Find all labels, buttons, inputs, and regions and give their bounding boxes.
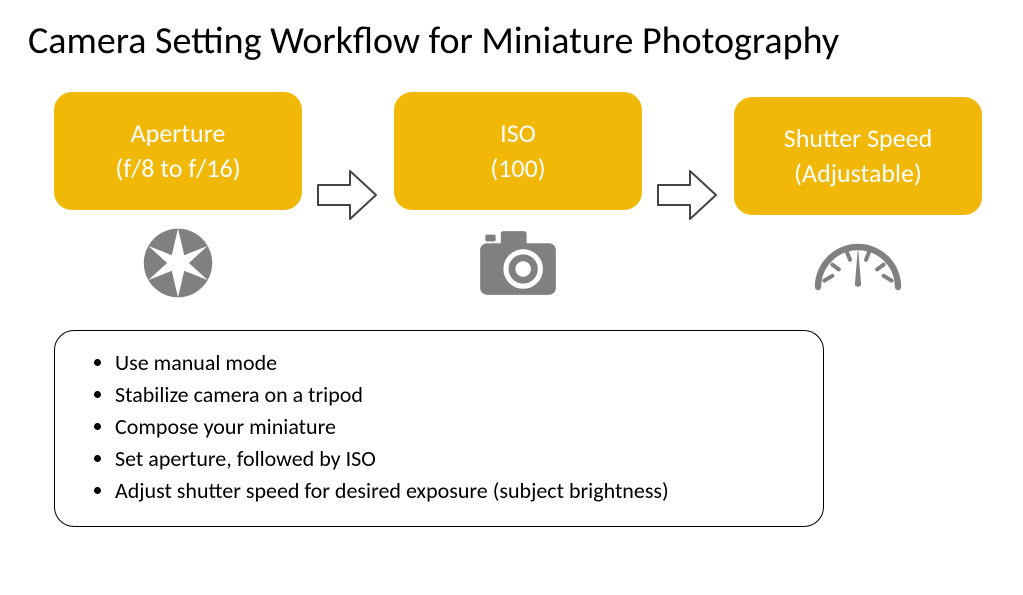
list-item: Compose your miniature	[115, 411, 789, 443]
list-item: Stabilize camera on a tripod	[115, 379, 789, 411]
card-title: Aperture	[131, 116, 226, 151]
arrow-icon	[316, 167, 380, 228]
workflow-row: Aperture (f/8 to f/16) I	[54, 92, 995, 302]
step-shutter: Shutter Speed (Adjustable)	[734, 97, 982, 297]
card-aperture: Aperture (f/8 to f/16)	[54, 92, 302, 210]
card-iso: ISO (100)	[394, 92, 642, 210]
step-aperture: Aperture (f/8 to f/16)	[54, 92, 302, 302]
tips-list: Use manual mode Stabilize camera on a tr…	[89, 347, 789, 506]
card-title: Shutter Speed	[784, 121, 933, 156]
list-item: Adjust shutter speed for desired exposur…	[115, 475, 789, 507]
list-item: Use manual mode	[115, 347, 789, 379]
camera-icon	[475, 224, 561, 302]
arrow-icon	[656, 167, 720, 228]
list-item: Set aperture, followed by ISO	[115, 443, 789, 475]
step-iso: ISO (100)	[394, 92, 642, 302]
card-title: ISO	[500, 116, 536, 151]
card-subtitle: (f/8 to f/16)	[115, 151, 240, 186]
card-subtitle: (Adjustable)	[794, 156, 922, 191]
aperture-icon	[139, 224, 217, 302]
gauge-icon	[810, 229, 906, 297]
page-title: Camera Setting Workflow for Miniature Ph…	[28, 18, 995, 64]
card-subtitle: (100)	[490, 151, 545, 186]
card-shutter: Shutter Speed (Adjustable)	[734, 97, 982, 215]
tips-panel: Use manual mode Stabilize camera on a tr…	[54, 330, 824, 527]
